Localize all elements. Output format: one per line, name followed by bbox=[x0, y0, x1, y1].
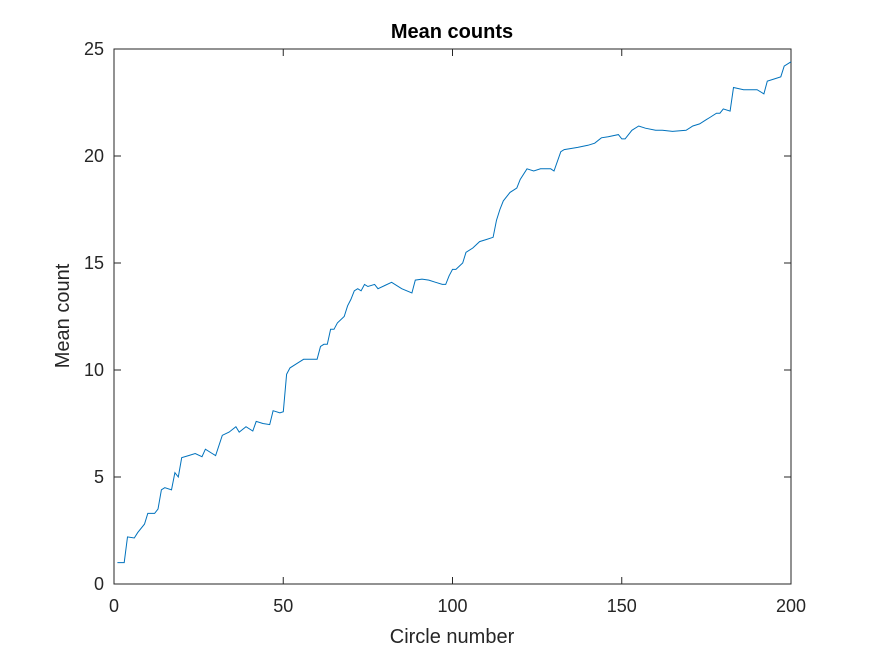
plot-area bbox=[113, 48, 792, 585]
x-tick-label: 0 bbox=[109, 596, 119, 616]
y-tick-label: 0 bbox=[94, 574, 104, 594]
y-tick-label: 15 bbox=[84, 253, 104, 273]
x-tick-label: 150 bbox=[607, 596, 637, 616]
y-axis: 0 5 10 15 20 25 bbox=[84, 39, 791, 594]
y-axis-label: Mean count bbox=[52, 263, 74, 368]
chart-title: Mean counts bbox=[391, 21, 513, 43]
x-tick-label: 200 bbox=[776, 596, 806, 616]
y-tick-label: 5 bbox=[94, 467, 104, 487]
axes-box bbox=[113, 48, 792, 585]
x-axis: 0 50 100 150 200 bbox=[109, 49, 806, 616]
x-tick-label: 100 bbox=[437, 596, 467, 616]
y-tick-label: 20 bbox=[84, 146, 104, 166]
y-tick-label: 25 bbox=[84, 39, 104, 59]
x-tick-label: 50 bbox=[273, 596, 293, 616]
y-tick-label: 10 bbox=[84, 360, 104, 380]
x-axis-label: Circle number bbox=[390, 626, 515, 648]
series-line bbox=[117, 61, 792, 564]
